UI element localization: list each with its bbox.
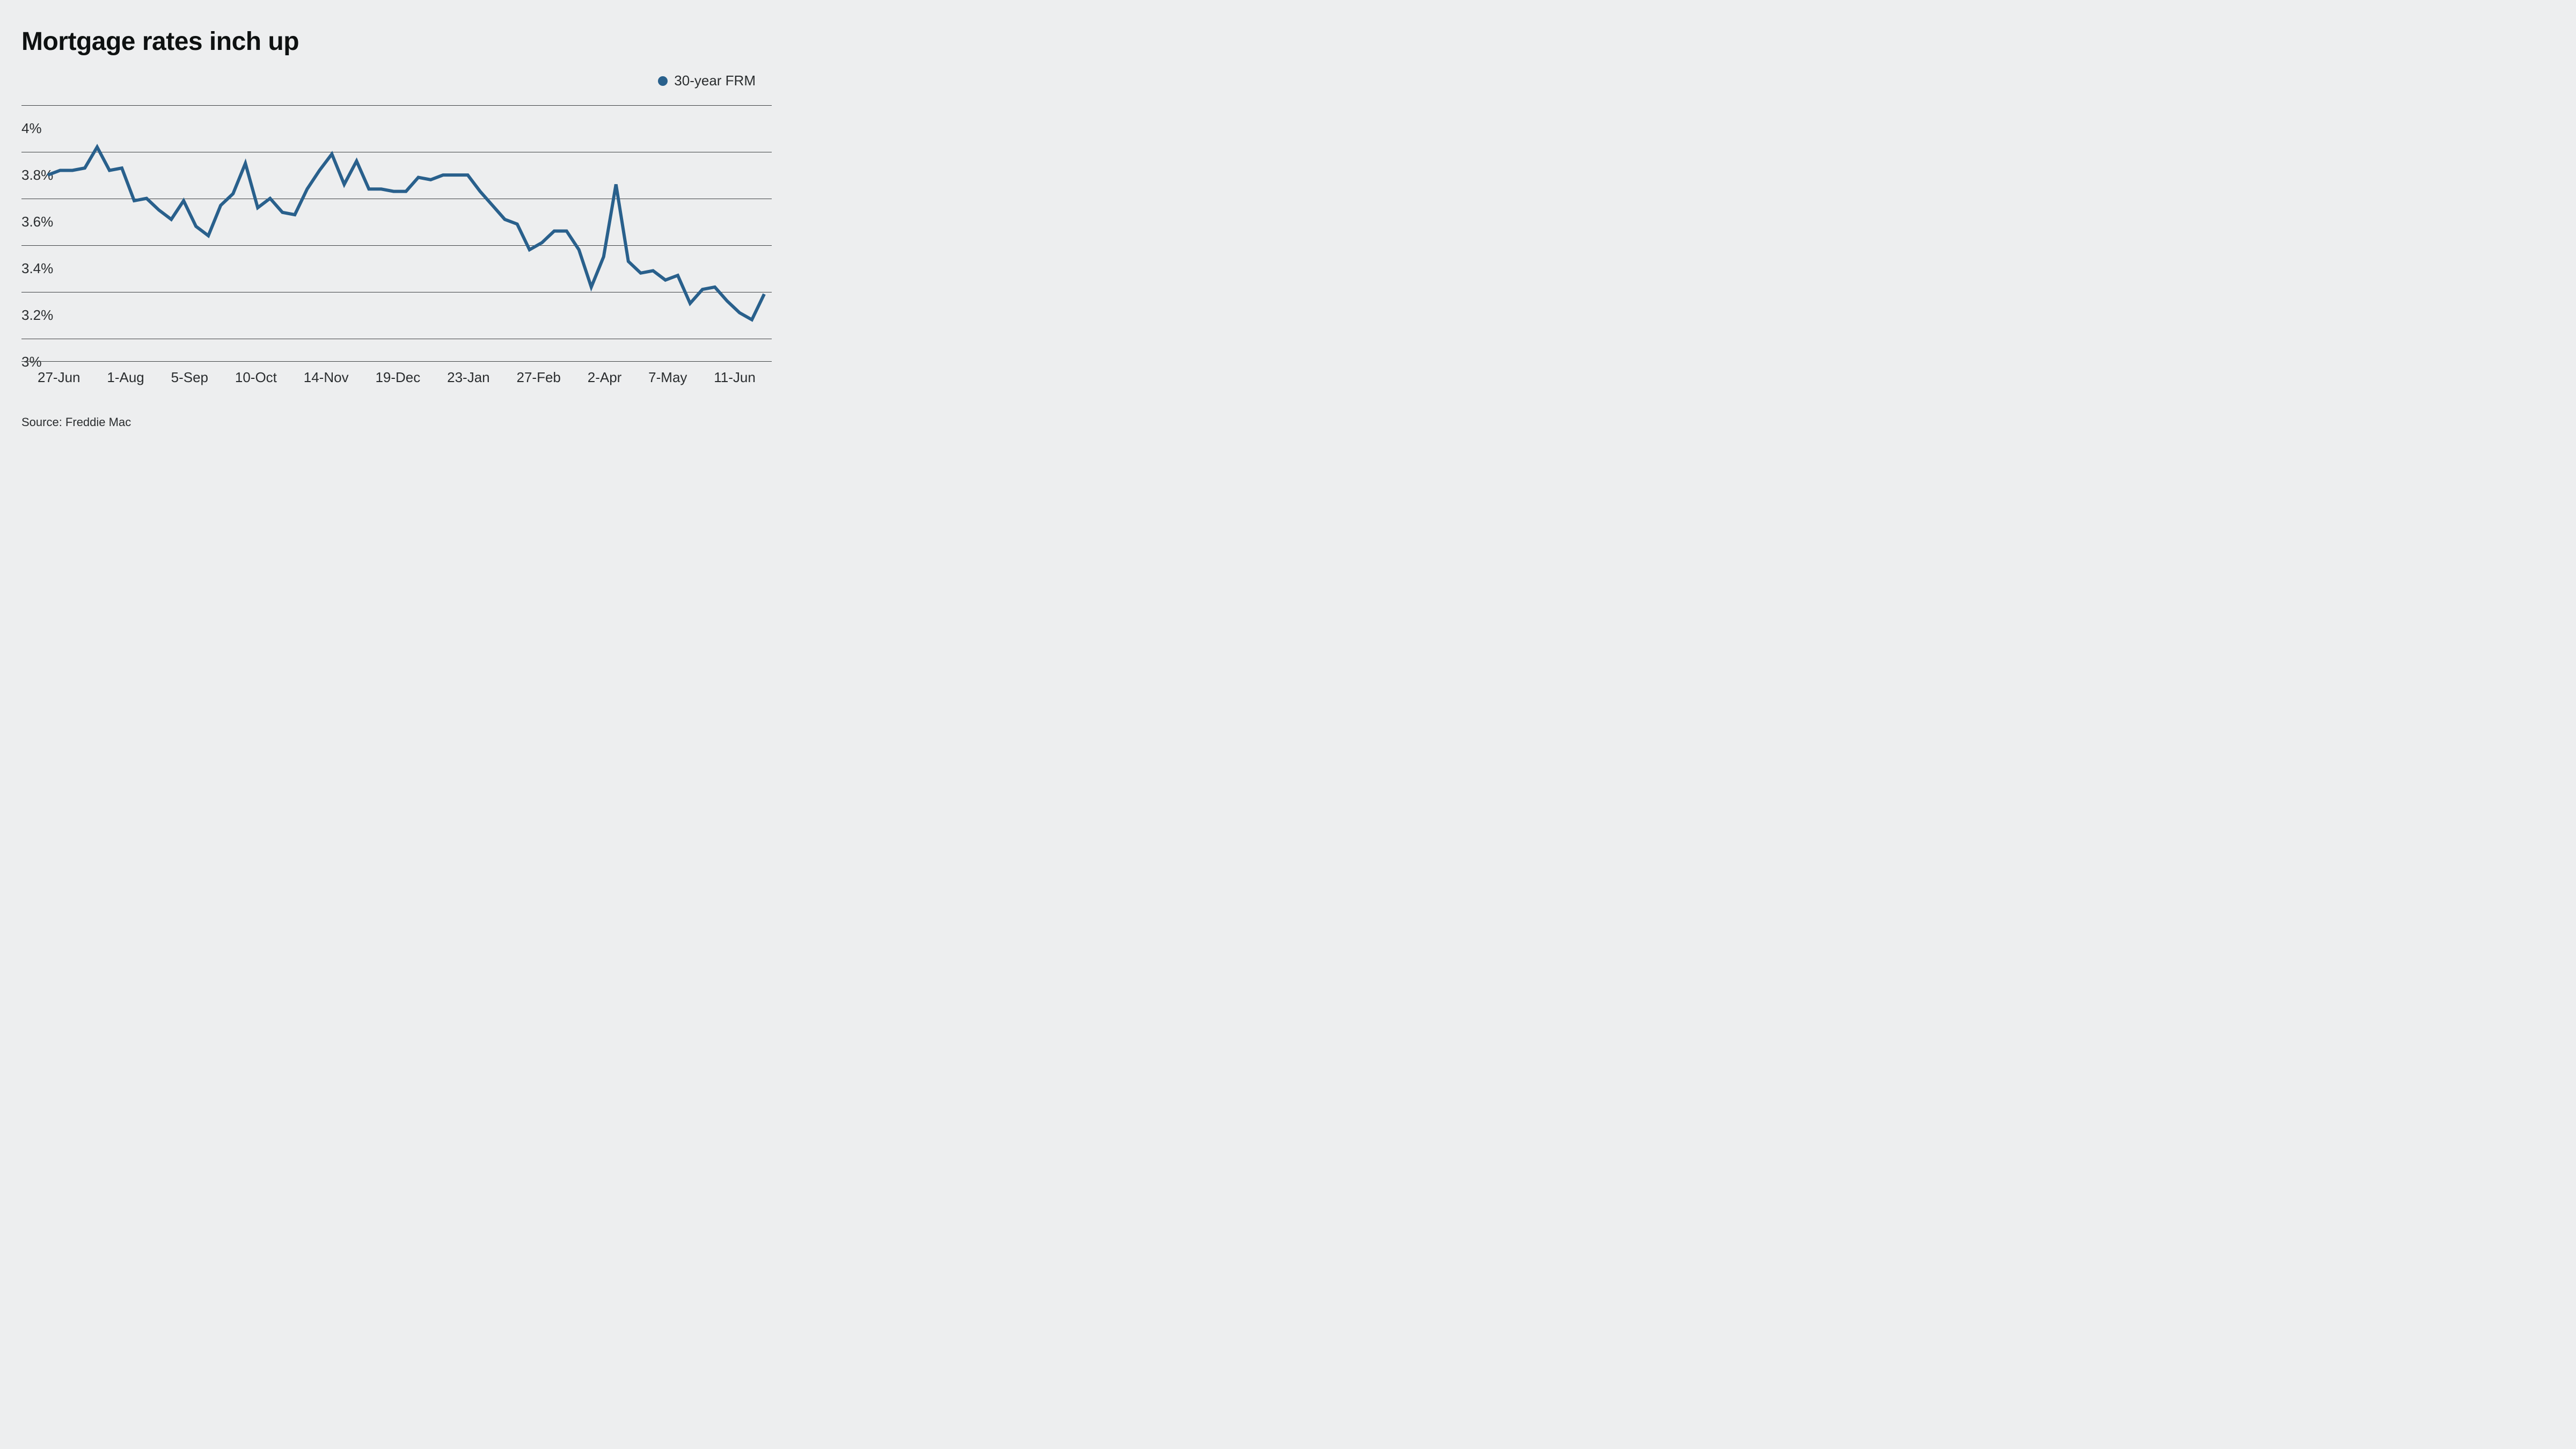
line-chart-svg [21, 93, 772, 362]
series-line [48, 147, 764, 320]
x-tick-label: 7-May [648, 369, 687, 386]
x-tick-label: 19-Dec [375, 369, 420, 386]
x-tick-label: 11-Jun [714, 369, 756, 386]
legend: 30-year FRM [21, 72, 772, 89]
x-tick-label: 5-Sep [171, 369, 208, 386]
x-tick-label: 27-Feb [516, 369, 560, 386]
legend-marker-circle [658, 76, 668, 86]
x-tick-label: 2-Apr [588, 369, 622, 386]
chart-container: Mortgage rates inch up 30-year FRM 4%3.8… [0, 0, 793, 446]
plot-area: 4%3.8%3.6%3.4%3.2%3% [21, 93, 772, 362]
x-tick-label: 10-Oct [235, 369, 277, 386]
x-tick-label: 23-Jan [447, 369, 490, 386]
x-tick-label: 27-Jun [38, 369, 80, 386]
legend-label: 30-year FRM [674, 72, 756, 89]
x-tick-label: 1-Aug [107, 369, 144, 386]
chart-source: Source: Freddie Mac [21, 415, 772, 429]
x-axis-line [21, 361, 772, 362]
chart-title: Mortgage rates inch up [21, 27, 772, 56]
x-tick-label: 14-Nov [304, 369, 349, 386]
x-axis-labels: 27-Jun 1-Aug 5-Sep 10-Oct 14-Nov 19-Dec 23-Jan… [21, 369, 772, 386]
